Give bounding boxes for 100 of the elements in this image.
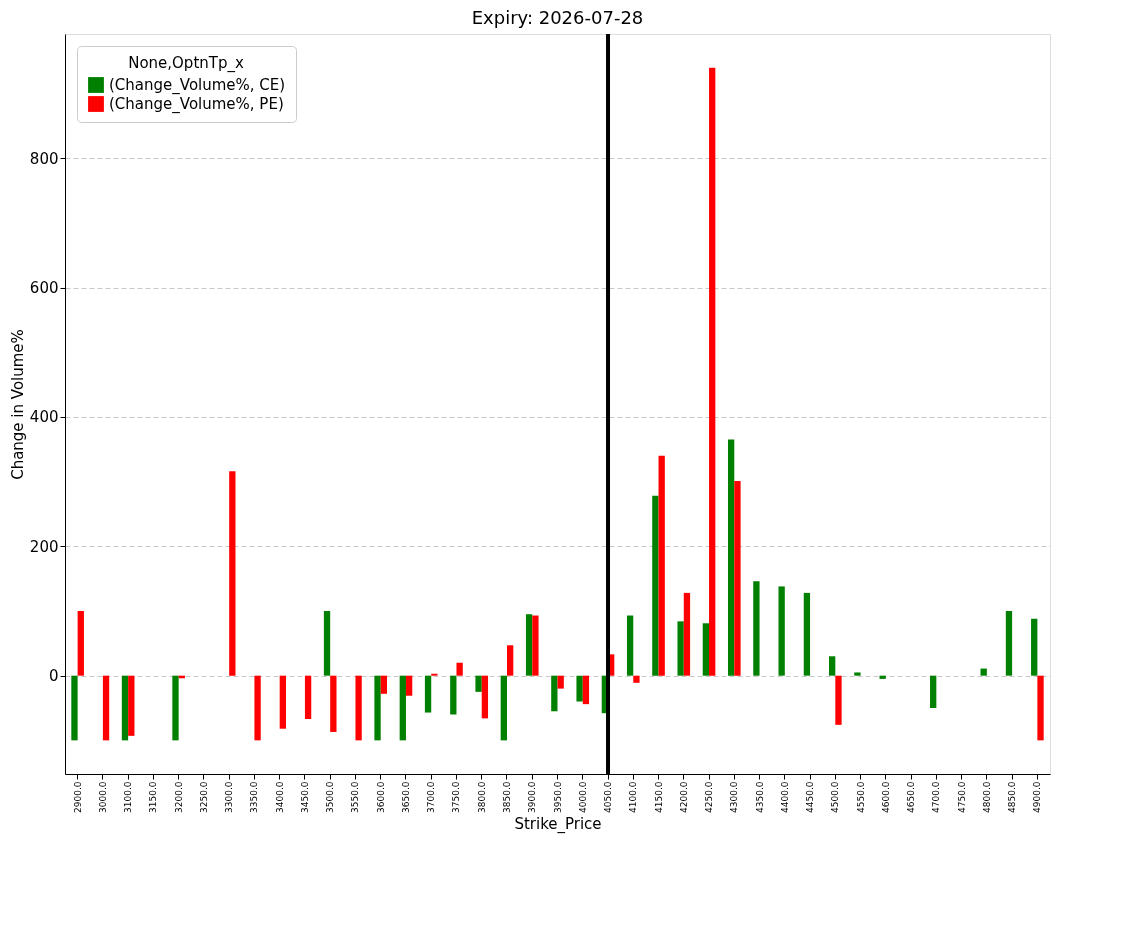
bar [121, 675, 129, 741]
bar [652, 495, 659, 676]
bar [71, 675, 78, 741]
x-tick-label: 4450.0 [805, 781, 816, 813]
legend-label: (Change_Volume%, PE) [109, 95, 284, 114]
x-tick-label: 4650.0 [906, 781, 917, 813]
x-tick-label: 4000.0 [577, 781, 588, 813]
bar [374, 675, 381, 741]
bar [557, 675, 564, 689]
bar [525, 614, 533, 676]
bar [658, 455, 665, 676]
x-tick-label: 4300.0 [729, 781, 740, 813]
x-tick-label: 3400.0 [274, 781, 285, 813]
y-axis-title: Change in Volume% [8, 329, 27, 480]
bar [399, 675, 406, 741]
bar [835, 675, 842, 725]
x-tick-label: 3800.0 [476, 781, 487, 813]
y-tick-label: 800 [29, 149, 59, 168]
y-tick-label: 600 [29, 279, 59, 298]
x-tick-label: 4600.0 [880, 781, 891, 813]
bar [854, 672, 861, 676]
bar [753, 581, 760, 676]
x-tick-label: 3000.0 [97, 781, 108, 813]
bar [475, 675, 482, 692]
bar [424, 675, 432, 713]
bar [576, 675, 583, 702]
x-tick-label: 3250.0 [198, 781, 209, 813]
y-tick-label: 0 [48, 667, 59, 686]
bar [355, 675, 362, 741]
bar [304, 675, 312, 720]
bar [709, 67, 716, 676]
bar [683, 592, 691, 676]
bar [172, 675, 179, 741]
bar [481, 675, 489, 719]
bar [500, 675, 507, 741]
x-tick-label: 4550.0 [855, 781, 866, 813]
bar [506, 645, 514, 676]
x-tick-label: 4150.0 [653, 781, 664, 813]
legend-label: (Change_Volume%, CE) [109, 76, 286, 95]
x-tick-label: 4850.0 [1007, 781, 1018, 813]
bar [254, 675, 261, 741]
bar [551, 675, 558, 712]
x-tick-label: 4500.0 [830, 781, 841, 813]
bar [803, 592, 811, 676]
x-tick-label: 3100.0 [123, 781, 134, 813]
x-tick-label: 2900.0 [72, 781, 83, 813]
x-tick-label: 4750.0 [956, 781, 967, 813]
x-tick-label: 3750.0 [451, 781, 462, 813]
x-tick-label: 3650.0 [400, 781, 411, 813]
bar [330, 675, 337, 732]
bar [1031, 618, 1038, 676]
chart-title: Expiry: 2026-07-28 [471, 7, 644, 28]
x-tick-label: 3900.0 [527, 781, 538, 813]
bar [930, 675, 937, 709]
x-tick-label: 4700.0 [931, 781, 942, 813]
x-tick-label: 3850.0 [501, 781, 512, 813]
bar [450, 675, 457, 715]
x-tick-label: 4900.0 [1032, 781, 1043, 813]
x-tick-label: 4350.0 [754, 781, 765, 813]
bar [102, 675, 110, 741]
legend-title: None,OptnTp_x [128, 54, 244, 73]
x-tick-label: 4800.0 [981, 781, 992, 813]
bar [702, 623, 710, 676]
bar [879, 675, 886, 679]
bar [128, 675, 135, 736]
bar [456, 662, 463, 676]
y-tick-label: 400 [29, 408, 59, 427]
x-tick-label: 4100.0 [628, 781, 639, 813]
bar [380, 675, 388, 694]
x-tick-label: 4050.0 [603, 781, 614, 813]
bar [778, 586, 785, 676]
x-tick-label: 3300.0 [224, 781, 235, 813]
bar [77, 610, 84, 676]
bar [532, 615, 539, 676]
x-tick-label: 3550.0 [350, 781, 361, 813]
x-tick-label: 3450.0 [299, 781, 310, 813]
bar [677, 621, 684, 676]
x-tick-label: 3950.0 [552, 781, 563, 813]
bar [626, 615, 634, 676]
bar [582, 675, 590, 705]
bar [279, 675, 286, 729]
x-tick-label: 3600.0 [375, 781, 386, 813]
x-tick-label: 3350.0 [249, 781, 260, 813]
x-tick-label: 3500.0 [325, 781, 336, 813]
x-axis-title: Strike_Price [514, 814, 602, 834]
y-tick-label: 200 [29, 537, 59, 556]
bar [980, 668, 987, 676]
bar [405, 675, 413, 696]
bar [633, 675, 640, 683]
bar [323, 610, 331, 676]
x-tick-label: 4400.0 [779, 781, 790, 813]
bar [1005, 610, 1013, 676]
bar [1037, 675, 1044, 741]
x-tick-label: 4200.0 [678, 781, 689, 813]
x-tick-label: 3200.0 [173, 781, 184, 813]
bar [829, 656, 836, 676]
x-tick-label: 4250.0 [704, 781, 715, 813]
bar [727, 439, 735, 676]
x-tick-label: 3150.0 [148, 781, 159, 813]
bar [734, 480, 741, 676]
